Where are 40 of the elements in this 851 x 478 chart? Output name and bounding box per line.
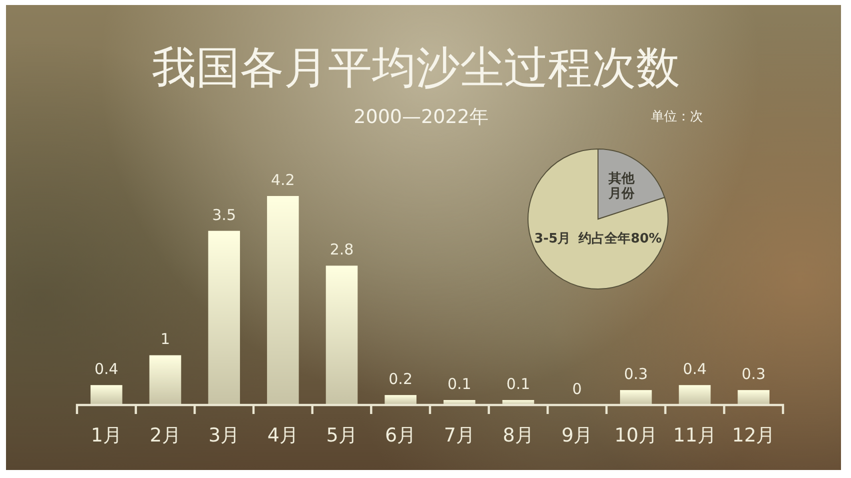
x-tick-label: 2月: [150, 424, 181, 446]
chart-subtitle: 2000—2022年: [354, 106, 488, 128]
bar: [267, 196, 299, 405]
text: 单位：次: [651, 110, 703, 124]
data-label: 0.4: [94, 360, 118, 378]
bar: [326, 266, 358, 405]
data-label: 约占全年80%: [578, 232, 662, 246]
slice-label: 3-5月: [534, 232, 571, 246]
pie-slice: [528, 148, 668, 290]
x-tick-label: 9月: [562, 424, 593, 446]
bar: [384, 395, 416, 405]
data-label: 0.1: [447, 375, 472, 394]
data-label: 0.4: [682, 360, 707, 378]
x-tick-label: 6月: [385, 424, 416, 446]
data-label: 4.2: [270, 171, 295, 189]
data-label: 1: [160, 330, 170, 348]
chart-title: 我国各月平均沙尘过程次数: [152, 42, 680, 94]
x-tick-label: 1月: [90, 424, 122, 446]
x-tick-label: 4月: [267, 424, 298, 446]
x-tick-label: 7月: [444, 424, 475, 446]
data-label: 0.2: [388, 370, 413, 388]
bar: [90, 385, 122, 405]
bar: [620, 390, 652, 405]
x-tick-label: 3月: [208, 424, 240, 446]
data-label: 2.8: [330, 240, 354, 259]
bar: [208, 230, 240, 405]
bar: [738, 390, 770, 405]
x-tick-label: 10月: [614, 424, 658, 446]
data-label: 3.5: [212, 206, 236, 224]
data-label: 0.3: [742, 365, 766, 384]
x-tick-label: 12月: [732, 424, 776, 446]
data-label: 0.3: [624, 365, 648, 384]
slice-label: 其他月份: [608, 171, 636, 202]
x-tick-label: 11月: [673, 424, 716, 446]
data-label: 0.1: [506, 375, 530, 394]
bar: [678, 385, 711, 405]
x-tick-label: 8月: [502, 424, 534, 446]
data-label: 0: [572, 380, 582, 398]
bar: [149, 355, 182, 405]
x-tick-label: 5月: [326, 424, 358, 446]
